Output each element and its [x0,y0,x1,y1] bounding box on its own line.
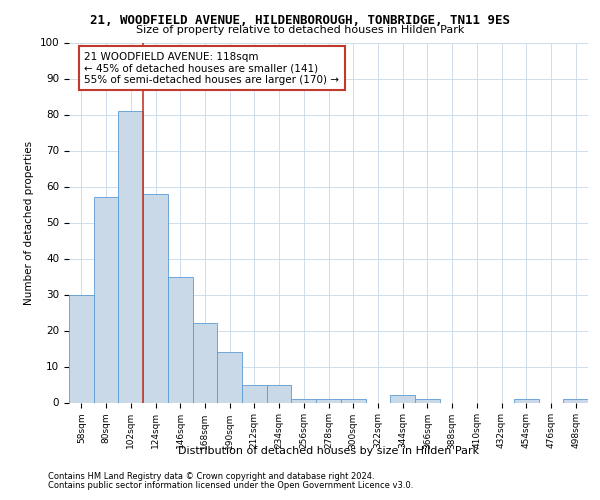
Y-axis label: Number of detached properties: Number of detached properties [24,140,34,304]
Bar [292,399,316,402]
Bar [563,399,588,402]
Text: 21, WOODFIELD AVENUE, HILDENBOROUGH, TONBRIDGE, TN11 9ES: 21, WOODFIELD AVENUE, HILDENBOROUGH, TON… [90,14,510,27]
Bar [390,396,415,402]
Bar [267,384,292,402]
Bar [341,399,365,402]
Text: 21 WOODFIELD AVENUE: 118sqm
← 45% of detached houses are smaller (141)
55% of se: 21 WOODFIELD AVENUE: 118sqm ← 45% of det… [85,52,340,84]
Bar [316,399,341,402]
Bar [168,276,193,402]
Bar [143,194,168,402]
Text: Contains HM Land Registry data © Crown copyright and database right 2024.: Contains HM Land Registry data © Crown c… [48,472,374,481]
Bar [242,384,267,402]
Bar [94,198,118,402]
Bar [118,111,143,403]
Bar [69,294,94,403]
Text: Distribution of detached houses by size in Hilden Park: Distribution of detached houses by size … [178,446,479,456]
Bar [514,399,539,402]
Text: Contains public sector information licensed under the Open Government Licence v3: Contains public sector information licen… [48,481,413,490]
Bar [217,352,242,403]
Bar [415,399,440,402]
Text: Size of property relative to detached houses in Hilden Park: Size of property relative to detached ho… [136,25,464,35]
Bar [193,324,217,402]
